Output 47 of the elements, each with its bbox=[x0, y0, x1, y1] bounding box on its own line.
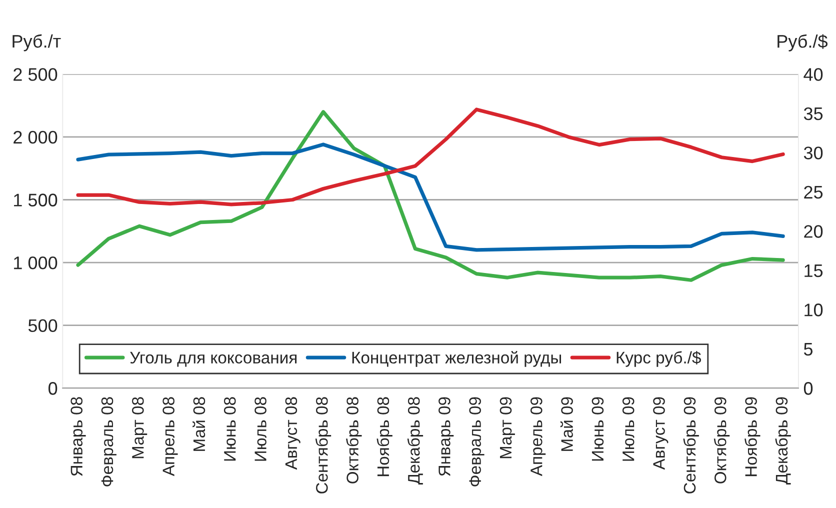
y2-tick-label: 25 bbox=[804, 186, 823, 199]
y2-tick-label: 20 bbox=[804, 225, 823, 238]
x-tick-label: Март 08 bbox=[132, 397, 148, 458]
x-tick-label: Июль 08 bbox=[254, 397, 266, 461]
line-series bbox=[76, 110, 785, 282]
x-tick-label: Декабрь 09 bbox=[775, 397, 791, 484]
y-tick-label: 0 bbox=[48, 382, 58, 395]
y2-tick-label: 0 bbox=[804, 382, 813, 395]
x-tick-label: Ноябрь 09 bbox=[744, 397, 760, 476]
x-tick-label: Август 09 bbox=[653, 397, 668, 470]
x-tick-label: Май 09 bbox=[560, 397, 573, 451]
x-tick-label: Апрель 08 bbox=[162, 397, 178, 476]
x-tick-label: Февраль 08 bbox=[101, 397, 116, 486]
y2-tick-label: 30 bbox=[804, 146, 823, 160]
x-tick-label: Июнь 09 bbox=[592, 397, 604, 461]
y-tick-label: 2 000 bbox=[14, 130, 58, 144]
y2-tick-label: 15 bbox=[804, 264, 823, 278]
y-tick-label: 500 bbox=[28, 319, 58, 332]
x-tick-label: Февраль 09 bbox=[469, 397, 484, 486]
y-tick-label: 1 000 bbox=[14, 256, 58, 270]
x-tick-label: Август 08 bbox=[285, 397, 300, 470]
x-tick-label: Июль 09 bbox=[622, 397, 634, 461]
y-axis-title: Руб./т bbox=[12, 34, 61, 52]
legend-label: Концентрат железной руды bbox=[352, 351, 562, 367]
x-tick-label: Январь 08 bbox=[70, 397, 86, 476]
x-tick-label: Июнь 08 bbox=[224, 397, 236, 461]
x-tick-label: Декабрь 08 bbox=[407, 397, 424, 484]
y2-tick-label: 5 bbox=[804, 342, 813, 356]
legend-label: Курс руб./$ bbox=[616, 351, 701, 367]
x-tick-label: Октябрь 09 bbox=[714, 397, 730, 484]
x-tick-label: Сентябрь 08 bbox=[315, 397, 332, 494]
x-tick-label: Май 08 bbox=[192, 397, 206, 451]
y-tick-label: 2 500 bbox=[14, 68, 58, 81]
x-tick-label: Январь 09 bbox=[438, 397, 454, 476]
y2-axis-title: Руб./$ bbox=[778, 34, 828, 52]
line-series bbox=[76, 142, 785, 252]
line-series bbox=[76, 108, 785, 206]
x-tick-label: Октябрь 08 bbox=[346, 397, 362, 484]
x-tick-label: Сентябрь 09 bbox=[683, 397, 699, 494]
x-tick-label: Ноябрь 08 bbox=[376, 397, 392, 476]
y2-tick-label: 40 bbox=[804, 68, 823, 81]
x-tick-label: Март 09 bbox=[500, 397, 515, 458]
legend-label: Уголь для коксования bbox=[130, 352, 297, 367]
y-tick-label: 1 500 bbox=[14, 194, 58, 206]
y2-tick-label: 35 bbox=[804, 107, 823, 120]
y2-tick-label: 10 bbox=[804, 304, 823, 316]
x-tick-label: Апрель 09 bbox=[530, 397, 546, 476]
